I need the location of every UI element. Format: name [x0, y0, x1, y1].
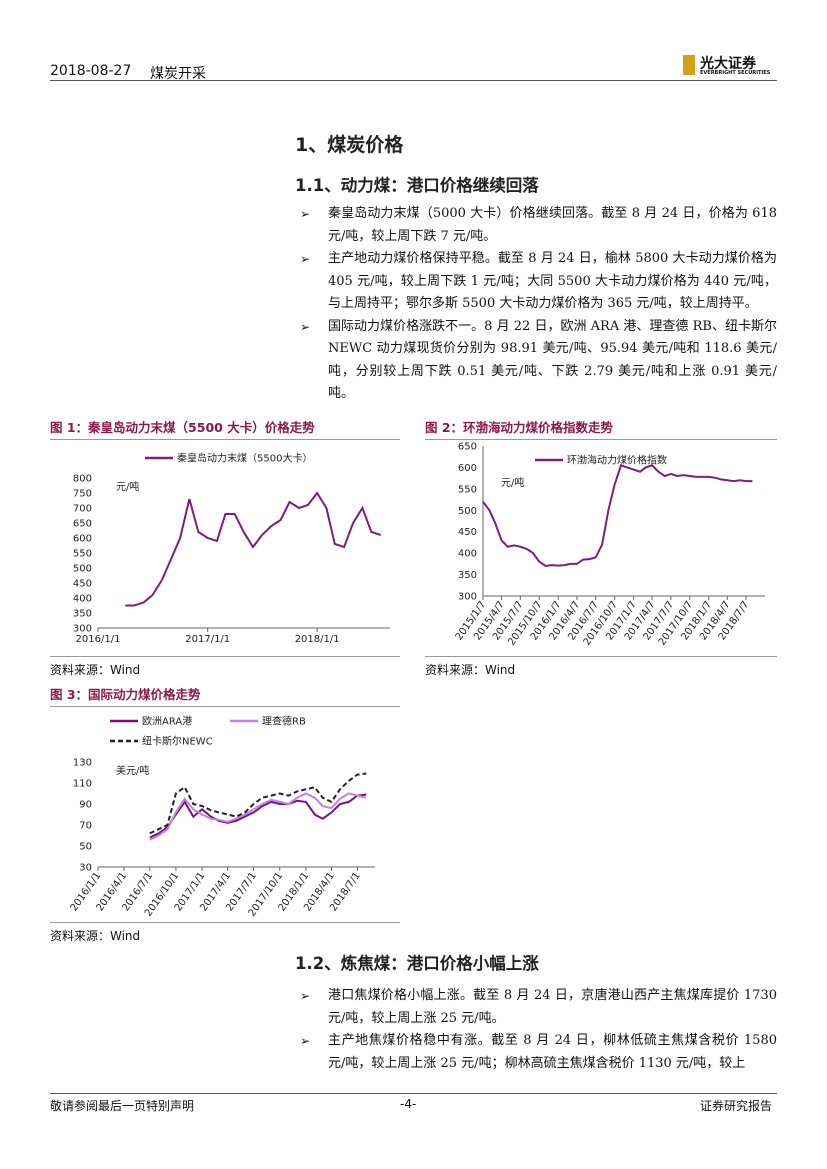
y-tick-label: 600 — [73, 534, 92, 545]
y-tick-label: 450 — [458, 527, 477, 538]
y-tick-label: 750 — [73, 489, 92, 500]
x-tick-label: 2017/1/1 — [185, 634, 230, 645]
y-unit: 美元/吨 — [116, 764, 149, 777]
bullet: 秦皇岛动力末煤（5000 大卡）价格继续回落。截至 8 月 24 日，价格为 6… — [300, 203, 777, 248]
y-tick-label: 550 — [73, 549, 92, 560]
logo-cn: 光大证券 — [700, 56, 756, 72]
series-line — [149, 793, 367, 839]
y-tick-label: 500 — [458, 506, 477, 517]
bullet: 港口焦煤价格小幅上涨。截至 8 月 24 日，京唐港山西产主焦煤库提价 1730… — [300, 985, 777, 1030]
legend-label: 理查德RB — [262, 715, 306, 728]
legend-label: 环渤海动力煤价格指数 — [567, 454, 667, 467]
y-tick-label: 70 — [79, 821, 92, 832]
y-tick-label: 650 — [73, 519, 92, 530]
figure-caption: 图 3：国际动力煤价格走势 — [50, 684, 400, 707]
footer-rule — [50, 1093, 777, 1094]
figure-caption: 图 2：环渤海动力煤价格指数走势 — [425, 417, 777, 440]
legend-label: 纽卡斯尔NEWC — [142, 735, 213, 748]
header-industry: 煤炭开采 — [150, 66, 206, 82]
figure-source: 资料来源：Wind — [50, 656, 400, 678]
chart: 300 350 400 450 500 550 600 650 700 750 800 2016/1/… — [73, 452, 390, 645]
x-tick-label: 2016/1/1 — [76, 634, 121, 645]
bullet: 主产地动力煤价格保持平稳。截至 8 月 24 日，榆林 5800 大卡动力煤价格… — [300, 248, 777, 316]
y-unit: 元/吨 — [116, 480, 139, 493]
y-tick-label: 90 — [79, 800, 92, 811]
y-tick-label: 600 — [458, 463, 477, 474]
y-tick-label: 400 — [458, 549, 477, 560]
bullet-list: 秦皇岛动力末煤（5000 大卡）价格继续回落。截至 8 月 24 日，价格为 6… — [300, 203, 777, 406]
chart: 305070901101302016/1/12016/4/12016/7/120… — [69, 715, 375, 919]
y-unit: 元/吨 — [501, 476, 524, 489]
y-tick-label: 700 — [73, 504, 92, 515]
figure-source: 资料来源：Wind — [425, 656, 777, 678]
footer-disclaimer: 敬请参阅最后一页特别声明 — [50, 1099, 195, 1113]
series-line — [149, 792, 367, 841]
bullet: 主产地焦煤价格稳中有涨。截至 8 月 24 日，柳林低硫主焦煤含税价 1580 … — [300, 1030, 777, 1075]
y-tick-label: 350 — [458, 570, 477, 581]
y-tick-label: 450 — [73, 579, 92, 590]
subsection-title: 1.2、炼焦煤：港口价格小幅上涨 — [295, 954, 539, 973]
series-line — [149, 772, 367, 835]
header-date: 2018-08-27 — [50, 63, 132, 79]
y-tick-label: 300 — [73, 624, 92, 635]
y-tick-label: 800 — [73, 474, 92, 485]
bullet-list: 港口焦煤价格小幅上涨。截至 8 月 24 日，京唐港山西产主焦煤库提价 1730… — [300, 985, 777, 1075]
legend-label: 秦皇岛动力末煤（5500大卡） — [177, 452, 312, 465]
figure-source: 资料来源：Wind — [50, 922, 400, 944]
footer-report-type: 证券研究报告 — [700, 1099, 773, 1113]
y-tick-label: 650 — [458, 442, 477, 453]
series-line — [482, 464, 753, 568]
chart: 3003504004505005506006502015/1/72015/4/7… — [454, 442, 765, 648]
section-title: 1、煤炭价格 — [295, 134, 404, 156]
page-number: -4- — [400, 1097, 417, 1111]
logo-icon — [683, 55, 695, 75]
y-tick-label: 400 — [73, 594, 92, 605]
legend-label: 欧洲ARA港 — [142, 716, 192, 728]
bullet: 国际动力煤价格涨跌不一。8 月 22 日，欧洲 ARA 港、理查德 RB、纽卡斯… — [300, 316, 777, 406]
y-tick-label: 130 — [73, 758, 92, 769]
x-tick-label: 2018/1/1 — [295, 634, 340, 645]
y-tick-label: 50 — [79, 842, 92, 853]
y-tick-label: 500 — [73, 564, 92, 575]
figure-caption: 图 1：秦皇岛动力末煤（5500 大卡）价格走势 — [50, 417, 400, 440]
y-tick-label: 300 — [458, 592, 477, 603]
subsection-title: 1.1、动力煤：港口价格继续回落 — [295, 176, 539, 195]
header-rule — [50, 80, 777, 81]
y-tick-label: 350 — [73, 609, 92, 620]
y-tick-label: 550 — [458, 484, 477, 495]
series-line — [125, 491, 382, 607]
logo-en: EVERBRIGHT SECURITIES — [700, 70, 771, 76]
y-tick-label: 110 — [73, 779, 92, 790]
y-tick-label: 30 — [79, 863, 92, 874]
